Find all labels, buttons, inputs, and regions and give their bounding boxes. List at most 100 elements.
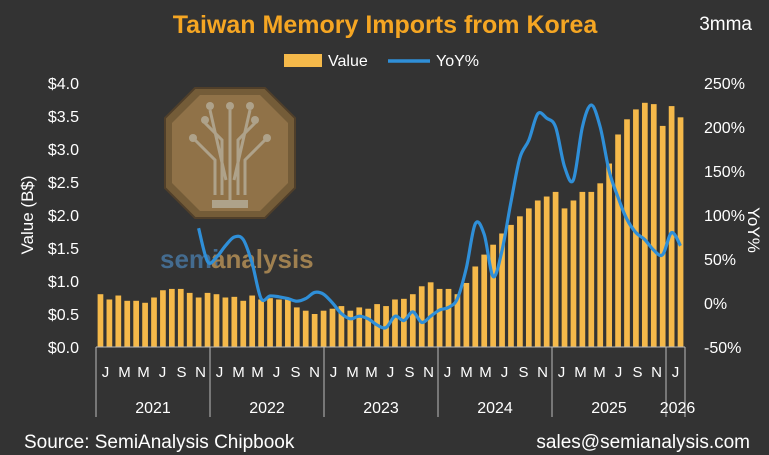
semianalysis-logo: semi analysis bbox=[160, 87, 314, 274]
y-tick-label: $1.0 bbox=[48, 274, 79, 291]
value-bar bbox=[517, 216, 523, 347]
x-tick-label: N bbox=[423, 364, 434, 381]
y2-tick-label: 150% bbox=[704, 164, 745, 181]
legend-label-yoy: YoY% bbox=[436, 53, 479, 70]
y-tick-label: $3.5 bbox=[48, 109, 79, 126]
x-tick-label: S bbox=[176, 364, 186, 381]
value-bar bbox=[195, 297, 202, 347]
logo-text-semi: semi bbox=[160, 244, 219, 274]
x-tick-label: J bbox=[387, 364, 395, 381]
x-tick-label: M bbox=[593, 364, 606, 381]
value-bar bbox=[204, 292, 211, 347]
chip-base bbox=[212, 200, 248, 208]
value-bar bbox=[293, 307, 300, 347]
y-tick-label: $3.0 bbox=[48, 142, 79, 159]
value-bar bbox=[606, 163, 612, 347]
value-bar bbox=[222, 297, 229, 347]
x-tick-label: J bbox=[558, 364, 566, 381]
x-year-label: 2022 bbox=[249, 400, 285, 417]
value-bar bbox=[365, 308, 372, 347]
value-bar bbox=[579, 191, 586, 347]
x-tick-label: J bbox=[102, 364, 110, 381]
y2-axis-ticks: -50% 0% 50% 100% 150% 200% 250% bbox=[704, 76, 745, 357]
value-bar bbox=[508, 224, 514, 347]
contact-email: sales@semianalysis.com bbox=[536, 432, 750, 453]
value-bar bbox=[472, 266, 479, 347]
value-bar bbox=[615, 134, 621, 347]
value-bar bbox=[463, 282, 470, 347]
value-bar bbox=[106, 299, 113, 347]
value-bar bbox=[311, 314, 318, 347]
chip-icon bbox=[193, 109, 267, 200]
x-year-label: 2024 bbox=[477, 400, 513, 417]
value-bar bbox=[302, 310, 309, 347]
value-bar bbox=[285, 299, 291, 347]
value-bar bbox=[445, 288, 452, 347]
value-bar bbox=[633, 109, 639, 348]
x-tick-label: M bbox=[137, 364, 150, 381]
value-bar bbox=[650, 104, 657, 348]
chart-title: Taiwan Memory Imports from Korea bbox=[173, 11, 599, 39]
value-bar bbox=[659, 125, 666, 348]
value-bar bbox=[169, 288, 175, 347]
x-tick-label: M bbox=[460, 364, 473, 381]
value-bar bbox=[258, 299, 264, 347]
value-bar bbox=[552, 191, 559, 347]
value-bar bbox=[124, 300, 131, 347]
value-bar bbox=[561, 208, 568, 347]
x-tick-label: M bbox=[479, 364, 492, 381]
logo-text-analysis: analysis bbox=[211, 244, 314, 274]
value-bar bbox=[338, 306, 345, 347]
value-bar bbox=[249, 295, 256, 347]
x-tick-label: M bbox=[574, 364, 587, 381]
x-tick-label: S bbox=[632, 364, 642, 381]
value-bar bbox=[267, 298, 273, 347]
x-tick-label: N bbox=[651, 364, 662, 381]
value-bar bbox=[97, 294, 104, 347]
value-bar bbox=[392, 299, 398, 347]
y2-tick-label: 200% bbox=[704, 120, 745, 137]
value-bar bbox=[231, 296, 238, 347]
x-tick-label: J bbox=[501, 364, 509, 381]
value-bar bbox=[276, 299, 282, 347]
y-tick-label: $2.5 bbox=[48, 175, 79, 192]
x-year-label: 2025 bbox=[591, 400, 627, 417]
y-tick-label: $4.0 bbox=[48, 76, 79, 93]
value-bar bbox=[668, 106, 675, 347]
chip-nodes bbox=[189, 102, 271, 142]
x-tick-label: J bbox=[159, 364, 167, 381]
x-tick-label: J bbox=[672, 364, 680, 381]
value-bar bbox=[436, 288, 443, 347]
value-bar bbox=[418, 286, 425, 347]
value-bar bbox=[177, 288, 184, 347]
x-tick-label: M bbox=[232, 364, 245, 381]
value-bar bbox=[641, 102, 648, 347]
value-bar bbox=[490, 244, 496, 347]
y2-tick-label: 100% bbox=[704, 208, 745, 225]
value-bar bbox=[213, 294, 220, 347]
value-bar bbox=[347, 310, 354, 347]
y-tick-label: $2.0 bbox=[48, 208, 79, 225]
y2-tick-label: 50% bbox=[704, 252, 736, 269]
value-bar bbox=[133, 300, 140, 347]
badge-3mma: 3mma bbox=[699, 14, 752, 35]
value-bar bbox=[597, 183, 604, 347]
value-bar bbox=[160, 290, 166, 347]
value-bar bbox=[624, 119, 630, 347]
x-tick-label: S bbox=[518, 364, 528, 381]
legend-swatch-value bbox=[284, 54, 322, 67]
value-bar bbox=[543, 196, 550, 347]
x-tick-label: J bbox=[444, 364, 452, 381]
x-tick-label: J bbox=[615, 364, 623, 381]
value-bar bbox=[525, 208, 532, 347]
x-tick-label: N bbox=[537, 364, 548, 381]
yoy-line-group bbox=[197, 103, 682, 330]
y-axis-ticks: $0.0 $0.5 $1.0 $1.5 $2.0 $2.5 $3.0 $3.5 $4.0 bbox=[48, 76, 79, 357]
x-year-label: 2026 bbox=[660, 400, 696, 417]
x-tick-label: J bbox=[216, 364, 224, 381]
y2-tick-label: -50% bbox=[704, 340, 741, 357]
value-bar bbox=[329, 308, 336, 347]
